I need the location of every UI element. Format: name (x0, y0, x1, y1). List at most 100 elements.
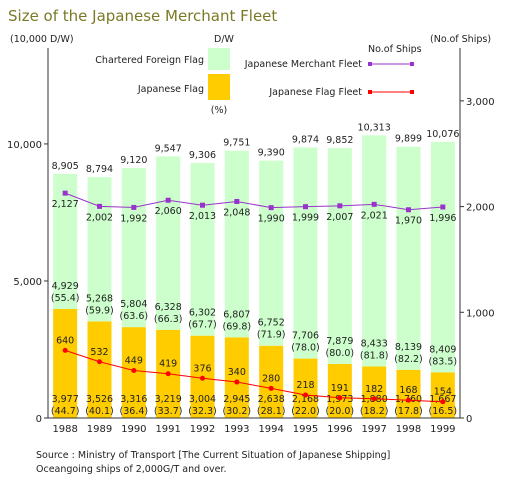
merchant-fleet-label: 1,996 (429, 213, 456, 224)
merchant-fleet-point (440, 204, 446, 210)
bar-japanese-flag (87, 321, 112, 418)
right-axis-unit: (No.of Ships) (430, 34, 491, 45)
chartered-value-label: 4,929 (52, 281, 79, 292)
flag-fleet-point (131, 368, 137, 374)
bar-chartered-foreign (327, 147, 352, 364)
legend-percent-note: (%) (211, 105, 227, 116)
merchant-fleet-point (303, 204, 308, 210)
merchant-fleet-point (268, 205, 274, 211)
bar-japanese-flag (259, 345, 284, 418)
bar-total-label: 10,313 (358, 122, 391, 133)
flag-fleet-label: 280 (262, 373, 280, 384)
chartered-percent-label: (67.7) (188, 320, 217, 331)
bar-total-label: 8,794 (86, 164, 113, 175)
bar-chartered-foreign (224, 150, 249, 338)
flag-fleet-point (440, 399, 446, 405)
flag-fleet-point (97, 359, 102, 365)
japanese-flag-value-label: 2,945 (223, 394, 250, 405)
chartered-value-label: 6,752 (258, 318, 285, 329)
japanese-flag-percent-label: (16.5) (429, 406, 458, 417)
merchant-fleet-point (62, 190, 68, 196)
merchant-fleet-point (371, 201, 377, 207)
bar-total-label: 9,751 (223, 138, 250, 149)
x-tick-label: 1990 (121, 424, 146, 435)
bar-total-label: 10,076 (426, 129, 459, 140)
legend-marker-flag-fleet-a (368, 90, 372, 94)
bar-chartered-foreign (121, 168, 146, 328)
chartered-percent-label: (59.9) (85, 305, 114, 316)
chartered-percent-label: (71.9) (257, 330, 286, 341)
flag-fleet-point (234, 379, 240, 385)
left-tick-label: 5,000 (13, 277, 42, 288)
legend-marker-merchant-fleet-b (410, 62, 414, 66)
merchant-fleet-label: 2,007 (326, 212, 353, 223)
flag-fleet-label: 532 (90, 347, 108, 358)
bar-chartered-foreign (430, 141, 455, 373)
x-tick-label: 1999 (430, 424, 455, 435)
japanese-flag-value-label: 3,526 (86, 394, 113, 405)
chartered-percent-label: (83.5) (429, 356, 458, 367)
japanese-flag-percent-label: (33.7) (154, 406, 183, 417)
source-line-1: Source : Ministry of Transport [The Curr… (36, 450, 390, 461)
bars-legend-header: D/W (214, 34, 235, 45)
bar-chartered-foreign (362, 135, 387, 367)
chartered-value-label: 6,807 (223, 309, 250, 320)
japanese-flag-percent-label: (40.1) (85, 406, 114, 417)
japanese-flag-percent-label: (36.4) (120, 406, 149, 417)
bar-japanese-flag (430, 372, 455, 418)
right-tick-label: 3,000 (466, 97, 495, 108)
bar-chartered-foreign (259, 160, 284, 346)
merchant-fleet-label: 1,990 (258, 214, 285, 225)
flag-fleet-point (303, 392, 308, 398)
bar-total-label: 9,390 (258, 148, 285, 159)
merchant-fleet-line (64, 192, 443, 211)
merchant-fleet-point (131, 204, 137, 210)
chartered-value-label: 7,706 (292, 331, 319, 342)
x-tick-label: 1995 (293, 424, 318, 435)
x-tick-label: 1998 (396, 424, 421, 435)
x-tick-label: 1988 (52, 424, 77, 435)
x-tick-label: 1994 (258, 424, 283, 435)
flag-fleet-point (165, 371, 171, 377)
merchant-fleet-label: 1,999 (292, 213, 319, 224)
japanese-flag-value-label: 3,316 (120, 394, 147, 405)
flag-fleet-label: 340 (228, 367, 246, 378)
flag-fleet-label: 640 (56, 335, 74, 346)
merchant-fleet-label: 2,021 (361, 210, 388, 221)
chart-title: Size of the Japanese Merchant Fleet (8, 7, 277, 25)
flag-fleet-point (200, 375, 205, 381)
flag-fleet-line (65, 349, 443, 403)
chartered-percent-label: (69.8) (223, 321, 252, 332)
ships-legend-header: No.of Ships (368, 44, 422, 55)
bar-total-label: 8,905 (52, 161, 79, 172)
x-tick-label: 1989 (87, 424, 112, 435)
merchant-fleet-label: 1,992 (120, 213, 147, 224)
flag-fleet-label: 191 (331, 383, 349, 394)
flag-fleet-point (406, 397, 411, 403)
bar-total-label: 9,547 (155, 143, 182, 154)
legend-label-flag-fleet: Japanese Flag Fleet (268, 87, 362, 98)
chartered-percent-label: (63.6) (120, 311, 149, 322)
japanese-flag-percent-label: (18.2) (360, 406, 389, 417)
chartered-percent-label: (55.4) (51, 293, 80, 304)
merchant-fleet-label: 2,127 (52, 199, 79, 210)
flag-fleet-label: 218 (296, 380, 314, 391)
bar-japanese-flag (224, 337, 249, 418)
plot-area: 0 5,000 10,000 0 1,000 2,000 3,000 1988 8,905 4,9… (7, 48, 495, 435)
merchant-fleet-point (234, 198, 240, 204)
chartered-value-label: 8,409 (429, 344, 456, 355)
chartered-value-label: 6,328 (155, 302, 182, 313)
flag-fleet-point (371, 396, 377, 402)
merchant-fleet-label: 2,002 (86, 212, 113, 223)
flag-fleet-label: 168 (399, 385, 417, 396)
flag-fleet-label: 376 (193, 363, 211, 374)
bar-chartered-foreign (396, 146, 421, 370)
chartered-percent-label: (82.2) (394, 354, 423, 365)
bar-total-label: 9,306 (189, 150, 216, 161)
x-tick-label: 1992 (190, 424, 215, 435)
chartered-value-label: 7,879 (326, 336, 353, 347)
x-tick-label: 1993 (224, 424, 249, 435)
flag-fleet-point (337, 395, 343, 401)
bar-chartered-foreign (293, 147, 318, 359)
